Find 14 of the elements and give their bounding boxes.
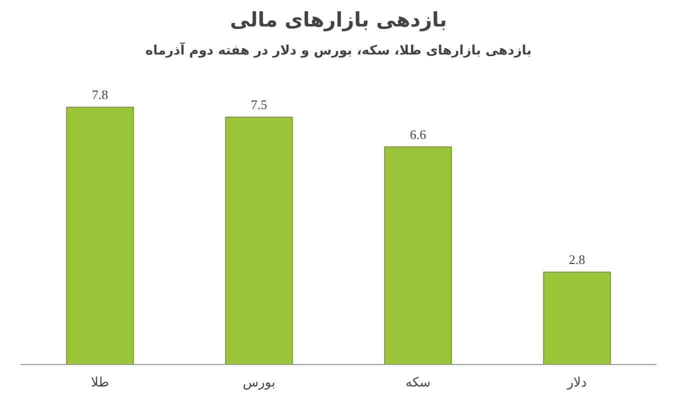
data-label: 7.8 (92, 87, 108, 102)
bar (384, 146, 452, 364)
chart-subtitle: بازدهی بازارهای طلا، سکه، بورس و دلار در هفته دوم آذرماه (145, 42, 532, 58)
x-tick-label: بورس (242, 376, 276, 390)
bar (66, 106, 134, 364)
x-tick-label: طلا (90, 376, 110, 390)
bar (543, 272, 611, 364)
data-label: 2.8 (568, 252, 586, 268)
data-label: 7.5 (250, 97, 268, 112)
data-label: 6.6 (410, 126, 427, 142)
bar (225, 116, 293, 364)
x-tick-label: سکه (405, 376, 431, 390)
chart-title: بازدهی بازارهای مالی (230, 8, 448, 32)
x-tick-label: دلار (566, 376, 587, 390)
